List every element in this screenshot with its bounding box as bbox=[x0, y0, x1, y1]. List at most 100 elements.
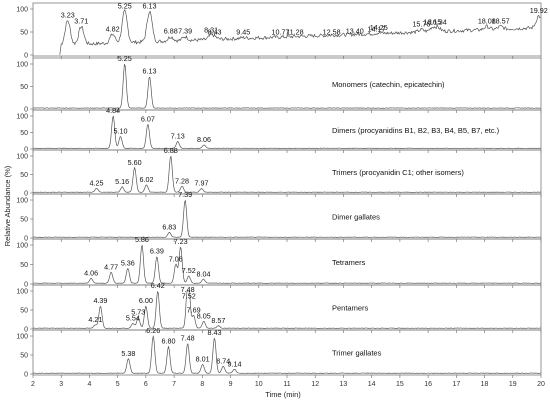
y-tick-label: 100 bbox=[16, 334, 28, 341]
y-tick-label: 0 bbox=[24, 147, 28, 154]
peak-label: 3.71 bbox=[74, 16, 88, 25]
peak-label: 4.82 bbox=[106, 24, 120, 33]
peak-label: 8.05 bbox=[197, 311, 211, 320]
peak-label: 5.25 bbox=[118, 54, 132, 63]
series-trace bbox=[59, 9, 541, 55]
peak-label: 6.88 bbox=[164, 146, 178, 155]
peak-label: 5.16 bbox=[115, 177, 129, 186]
panel-frame bbox=[32, 329, 542, 376]
peak-label: 9.45 bbox=[236, 28, 250, 37]
y-tick-label: 50 bbox=[20, 130, 28, 137]
series-name-label: Pentamers bbox=[332, 304, 369, 313]
peak-label: 5.86 bbox=[135, 235, 149, 244]
x-tick-label: 4 bbox=[87, 381, 91, 388]
x-tick-label: 14 bbox=[368, 381, 376, 388]
peak-label: 16.34 bbox=[429, 17, 447, 26]
x-tick-label: 17 bbox=[452, 381, 460, 388]
peak-label: 7.97 bbox=[194, 179, 208, 188]
peak-label: 7.52 bbox=[182, 266, 196, 275]
x-tick-label: 10 bbox=[255, 381, 263, 388]
panel-3: 0 50 100 4.25 5.16 5.60 6.02 6.88 7.28 7.97 Trimer… bbox=[16, 146, 542, 198]
y-axis-title: Relative Abundance (%) bbox=[3, 165, 12, 246]
peak-label: 7.48 bbox=[181, 334, 195, 343]
peak-label: 8.43 bbox=[207, 328, 221, 337]
x-tick-label: 11 bbox=[283, 381, 290, 388]
peak-label: 6.13 bbox=[143, 1, 157, 10]
panel-5: 0 50 100 4.06 4.77 5.36 5.866.39 7.06 7.23 7.52 8.… bbox=[16, 235, 542, 289]
series-name-label: Tetramers bbox=[332, 258, 366, 267]
x-tick-label: 16 bbox=[424, 381, 432, 388]
peak-label: 7.69 bbox=[187, 306, 201, 315]
series-name-label: Dimers (procyanidins B1, B2, B3, B4, B5,… bbox=[332, 126, 500, 135]
peak-label: 6.13 bbox=[143, 67, 157, 76]
panel-2: 0 50 100 4.84 5.10 6.07 7.13 8.06 Dimers (procya… bbox=[16, 106, 542, 154]
x-tick-label: 7 bbox=[172, 381, 176, 388]
y-tick-label: 100 bbox=[16, 154, 28, 161]
peak-label: 8.31 bbox=[204, 26, 218, 35]
peak-label: 4.77 bbox=[104, 262, 118, 271]
peak-label: 7.39 bbox=[178, 27, 192, 36]
x-tick-label: 9 bbox=[229, 381, 233, 388]
peak-label: 8.57 bbox=[211, 316, 225, 325]
x-tick-label: 3 bbox=[59, 381, 63, 388]
x-tick-label: 5 bbox=[116, 381, 120, 388]
x-tick-label: 12 bbox=[311, 381, 319, 388]
panel-0: 0 50 100 3.233.71 4.82 5.25 6.13 6.88 7.39 8.318.… bbox=[16, 1, 547, 59]
y-tick-label: 100 bbox=[16, 289, 28, 296]
x-tick-label: 19 bbox=[509, 381, 517, 388]
series-trace bbox=[32, 115, 542, 149]
y-tick-label: 100 bbox=[16, 62, 28, 69]
peak-label: 18.57 bbox=[492, 16, 510, 25]
panel-frame bbox=[32, 284, 542, 331]
peak-label: 14.17 bbox=[367, 24, 385, 33]
series-name-label: Monomers (catechin, epicatechin) bbox=[332, 80, 445, 89]
series-trace bbox=[32, 244, 542, 284]
peak-label: 7.52 bbox=[182, 292, 196, 301]
peak-label: 8.43 bbox=[207, 28, 221, 37]
peak-label: 8.01 bbox=[196, 355, 210, 364]
y-tick-label: 0 bbox=[24, 282, 28, 289]
series-trace bbox=[32, 200, 542, 238]
x-tick-label: 18 bbox=[481, 381, 489, 388]
peak-label: 7.39 bbox=[178, 190, 192, 199]
peak-label: 5.38 bbox=[121, 349, 135, 358]
series-trace bbox=[32, 290, 542, 329]
peak-label: 19.92 bbox=[530, 6, 548, 15]
peak-label: 4.06 bbox=[84, 269, 98, 278]
y-tick-label: 50 bbox=[20, 308, 28, 315]
y-tick-label: 0 bbox=[24, 191, 28, 198]
y-tick-label: 50 bbox=[20, 217, 28, 224]
y-tick-label: 50 bbox=[20, 30, 28, 37]
y-tick-label: 100 bbox=[16, 114, 28, 121]
y-tick-label: 0 bbox=[24, 372, 28, 379]
x-tick-label: 15 bbox=[396, 381, 404, 388]
x-tick-label: 2 bbox=[31, 381, 35, 388]
series-name-label: Trimers (procyanidin C1; other isomers) bbox=[332, 168, 464, 177]
peak-label: 6.02 bbox=[139, 175, 153, 184]
peak-label: 15.76 bbox=[412, 20, 430, 29]
x-tick-label: 8 bbox=[200, 381, 204, 388]
peak-label: 5.54 bbox=[126, 314, 140, 323]
y-tick-label: 50 bbox=[20, 84, 28, 91]
peak-label: 7.23 bbox=[174, 237, 188, 246]
series-name-label: Trimer gallates bbox=[332, 349, 382, 358]
peak-label: 8.74 bbox=[216, 356, 230, 365]
panel-frame bbox=[32, 193, 542, 240]
peak-label: 6.80 bbox=[161, 337, 175, 346]
series-name-label: Dimer gallates bbox=[332, 213, 380, 222]
peak-label: 7.13 bbox=[171, 132, 185, 141]
x-tick-label: 6 bbox=[144, 381, 148, 388]
peak-label: 13.40 bbox=[346, 27, 364, 36]
peak-label: 4.21 bbox=[88, 315, 102, 324]
peak-label: 3.23 bbox=[61, 11, 75, 20]
y-tick-label: 50 bbox=[20, 172, 28, 179]
peak-label: 5.10 bbox=[113, 126, 127, 135]
y-tick-label: 0 bbox=[24, 236, 28, 243]
peak-label: 6.39 bbox=[150, 247, 164, 256]
peak-label: 4.25 bbox=[90, 179, 104, 188]
peak-label: 5.73 bbox=[131, 308, 145, 317]
peak-label: 7.48 bbox=[181, 285, 195, 294]
